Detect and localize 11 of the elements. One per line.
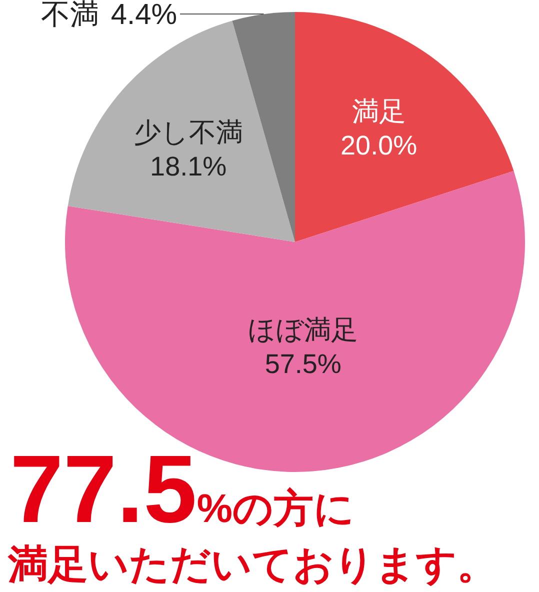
data-label: 20.0% xyxy=(340,130,418,161)
slice-label: 少し不満 xyxy=(134,117,243,148)
slice-label: 不満 xyxy=(40,0,99,31)
text: 満足いただいております。 xyxy=(7,543,497,587)
slice-label: ほぼ満足 xyxy=(248,315,358,346)
text: 77.5%の方に xyxy=(10,436,354,543)
pie-slice xyxy=(295,12,514,242)
data-label: 57.5% xyxy=(264,349,342,380)
data-label: 4.4% xyxy=(110,0,177,31)
data-label: 18.1% xyxy=(150,151,227,182)
slice-label: 満足 xyxy=(352,96,406,127)
